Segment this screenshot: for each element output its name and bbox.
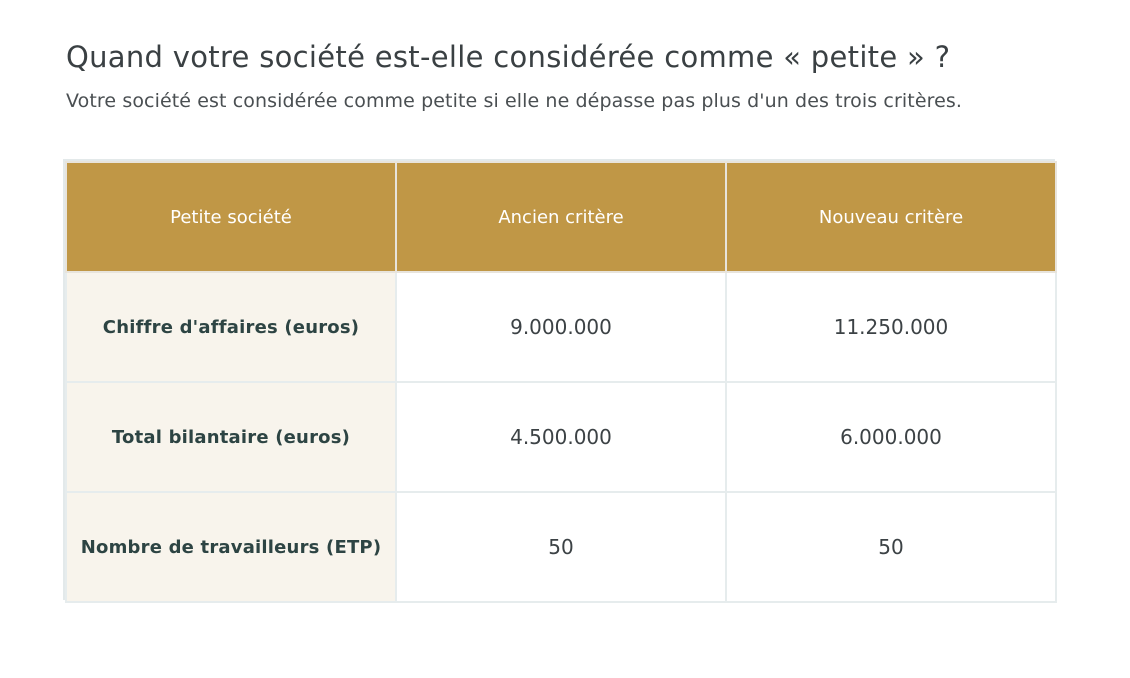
- table-header: Petite société Ancien critère Nouveau cr…: [65, 161, 1057, 273]
- table-row: Nombre de travailleurs (ETP) 50 50: [65, 491, 1057, 603]
- cell-old-value: 4.500.000: [395, 381, 727, 493]
- page-title: Quand votre société est-elle considérée …: [66, 40, 951, 74]
- column-header-nouveau-critere: Nouveau critère: [725, 161, 1057, 273]
- row-label-total-bilantaire: Total bilantaire (euros): [65, 381, 397, 493]
- cell-new-value: 50: [725, 491, 1057, 603]
- table-row: Chiffre d'affaires (euros) 9.000.000 11.…: [65, 271, 1057, 383]
- column-header-petite-societe: Petite société: [65, 161, 397, 273]
- column-header-ancien-critere: Ancien critère: [395, 161, 727, 273]
- header-row: Petite société Ancien critère Nouveau cr…: [65, 161, 1057, 273]
- page-subtitle: Votre société est considérée comme petit…: [66, 90, 963, 112]
- cell-new-value: 6.000.000: [725, 381, 1057, 493]
- table-body: Chiffre d'affaires (euros) 9.000.000 11.…: [65, 271, 1057, 603]
- criteria-table-container: Petite société Ancien critère Nouveau cr…: [63, 159, 1057, 603]
- cell-old-value: 9.000.000: [395, 271, 727, 383]
- criteria-table: Petite société Ancien critère Nouveau cr…: [65, 161, 1057, 603]
- cell-old-value: 50: [395, 491, 727, 603]
- row-label-nombre-travailleurs: Nombre de travailleurs (ETP): [65, 491, 397, 603]
- table-row: Total bilantaire (euros) 4.500.000 6.000…: [65, 381, 1057, 493]
- row-label-chiffre-affaires: Chiffre d'affaires (euros): [65, 271, 397, 383]
- cell-new-value: 11.250.000: [725, 271, 1057, 383]
